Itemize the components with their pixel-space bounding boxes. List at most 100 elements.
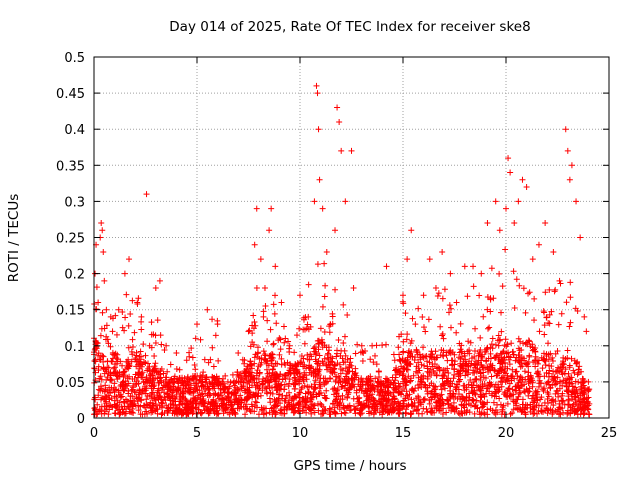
data-point <box>273 320 280 327</box>
data-point <box>341 409 348 416</box>
data-point <box>129 343 136 350</box>
data-point <box>255 411 262 418</box>
data-point <box>559 369 566 376</box>
data-point <box>516 377 523 384</box>
data-point <box>502 363 509 370</box>
data-point <box>367 356 374 363</box>
data-point <box>563 299 570 306</box>
data-point <box>210 392 217 399</box>
data-point <box>102 336 109 343</box>
data-point <box>320 360 327 367</box>
data-point <box>481 409 488 416</box>
data-point <box>95 299 102 306</box>
data-point <box>334 360 341 367</box>
data-point <box>293 402 300 409</box>
data-point <box>181 379 188 386</box>
data-point <box>211 381 218 388</box>
data-point <box>538 354 545 361</box>
data-point <box>140 378 147 385</box>
data-point <box>395 344 402 351</box>
data-point <box>553 380 560 387</box>
data-point <box>484 220 491 227</box>
data-point <box>401 385 408 392</box>
data-point <box>568 162 575 169</box>
data-point <box>231 399 238 406</box>
data-point <box>437 383 444 390</box>
data-point <box>125 322 132 329</box>
data-point <box>383 341 390 348</box>
data-point <box>499 406 506 413</box>
data-point <box>327 359 334 366</box>
data-point <box>96 375 103 382</box>
data-point <box>391 357 398 364</box>
data-point <box>539 386 546 393</box>
data-point <box>546 367 553 374</box>
data-point <box>158 396 165 403</box>
data-point <box>339 383 346 390</box>
data-point <box>251 379 258 386</box>
data-point <box>515 393 522 400</box>
data-point <box>117 409 124 416</box>
data-point <box>415 374 422 381</box>
data-point <box>342 352 349 359</box>
data-point <box>475 352 482 359</box>
data-point <box>556 404 563 411</box>
data-point <box>189 354 196 361</box>
data-point <box>282 375 289 382</box>
data-point <box>393 367 400 374</box>
data-point <box>419 313 426 320</box>
data-point <box>295 376 302 383</box>
data-point <box>421 395 428 402</box>
data-point <box>201 400 208 407</box>
data-point <box>314 360 321 367</box>
data-point <box>532 353 539 360</box>
data-point <box>572 305 579 312</box>
data-point <box>196 387 203 394</box>
data-point <box>319 303 326 310</box>
data-point <box>159 384 166 391</box>
data-point <box>222 372 229 379</box>
data-point <box>339 392 346 399</box>
data-point <box>251 354 258 361</box>
data-point <box>244 380 251 387</box>
data-point <box>317 389 324 396</box>
data-point <box>412 321 419 328</box>
data-point <box>319 358 326 365</box>
data-point <box>316 379 323 386</box>
data-point <box>414 406 421 413</box>
data-point <box>552 286 559 293</box>
data-point <box>547 385 554 392</box>
data-point <box>445 370 452 377</box>
data-point <box>103 398 110 405</box>
data-point <box>207 380 214 387</box>
data-point <box>344 311 351 318</box>
data-point <box>515 345 522 352</box>
data-point <box>586 400 593 407</box>
data-point <box>463 386 470 393</box>
data-point <box>478 270 485 277</box>
data-point <box>255 376 262 383</box>
data-point <box>450 406 457 413</box>
data-point <box>176 366 183 373</box>
data-point <box>313 82 320 89</box>
data-point <box>107 389 114 396</box>
data-point <box>497 360 504 367</box>
data-point <box>219 379 226 386</box>
data-point <box>492 341 499 348</box>
data-point <box>260 313 267 320</box>
data-point <box>517 363 524 370</box>
data-point <box>119 379 126 386</box>
data-point <box>359 348 366 355</box>
data-point <box>301 371 308 378</box>
data-point <box>291 386 298 393</box>
data-point <box>480 401 487 408</box>
data-point <box>415 305 422 312</box>
data-point <box>101 277 108 284</box>
data-point <box>444 397 451 404</box>
data-point <box>496 270 503 277</box>
data-point <box>98 220 105 227</box>
chart-title: Day 014 of 2025, Rate Of TEC Index for r… <box>169 19 530 35</box>
data-point <box>439 399 446 406</box>
data-point <box>285 369 292 376</box>
data-point <box>564 147 571 154</box>
